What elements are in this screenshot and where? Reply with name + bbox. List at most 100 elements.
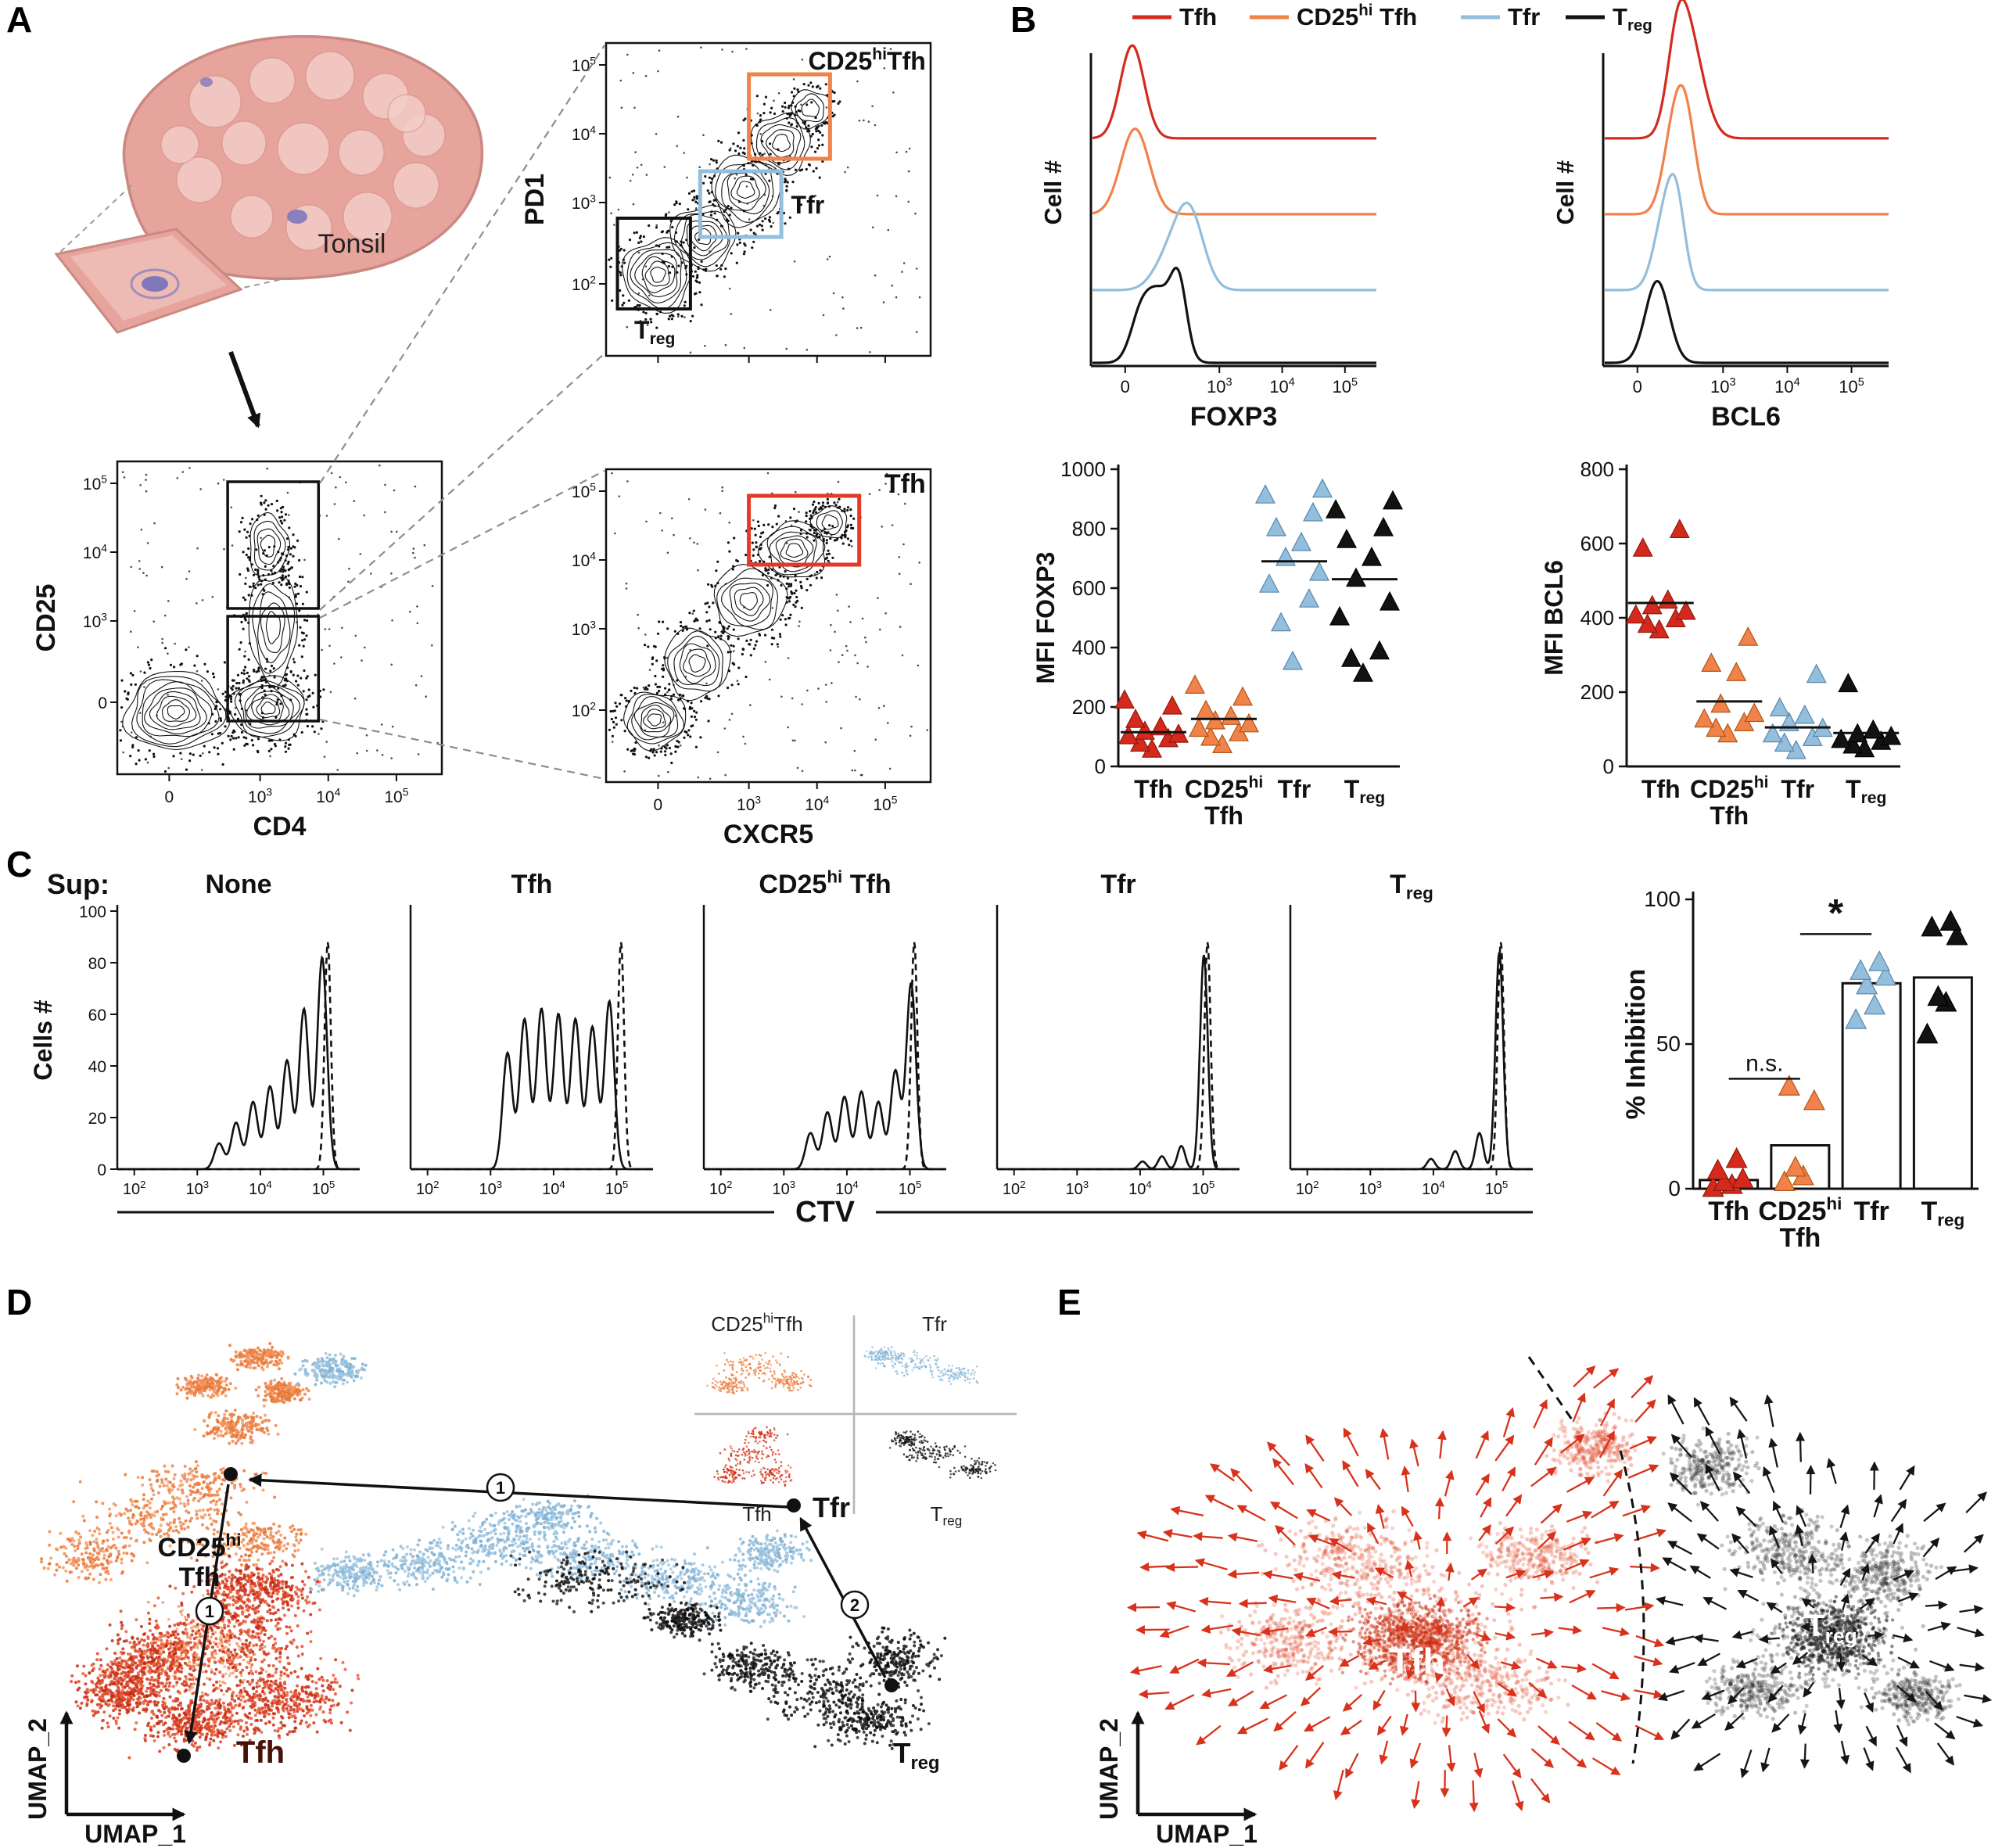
svg-text:Cell #: Cell # bbox=[1039, 160, 1067, 225]
svg-text:600: 600 bbox=[1072, 576, 1106, 600]
svg-text:102: 102 bbox=[123, 1179, 146, 1198]
svg-text:103: 103 bbox=[737, 794, 761, 814]
svg-text:FOXP3: FOXP3 bbox=[1190, 402, 1277, 432]
svg-text:CD25hi: CD25hi bbox=[1758, 1193, 1842, 1226]
svg-text:Sup:: Sup: bbox=[47, 868, 109, 900]
svg-text:102: 102 bbox=[1003, 1179, 1026, 1198]
svg-text:102: 102 bbox=[572, 700, 596, 720]
panel-c-suppression-canvas: Sup: 102 103 104 105 None 102 103 104 105 Tfh 102 10… bbox=[29, 867, 1979, 1253]
ctv-histogram-cd25hitfh: 102 103 104 105 bbox=[702, 905, 946, 1198]
svg-text:60: 60 bbox=[88, 1007, 106, 1024]
svg-text:Tfh: Tfh bbox=[1641, 775, 1681, 803]
svg-text:Tfr: Tfr bbox=[1781, 775, 1814, 803]
svg-text:104: 104 bbox=[249, 1179, 272, 1198]
svg-text:Tfh: Tfh bbox=[1179, 3, 1217, 31]
svg-text:CD25hi Tfh: CD25hi Tfh bbox=[759, 867, 891, 899]
svg-text:103: 103 bbox=[186, 1179, 210, 1198]
umap-point-clouds bbox=[40, 1342, 947, 1760]
svg-text:CD25hi: CD25hi bbox=[1690, 773, 1769, 803]
svg-text:200: 200 bbox=[1580, 680, 1614, 704]
cd4-cd25-flow-plot: 105 104 103 0 0 103 104 105 CD25 CD4 bbox=[31, 460, 443, 841]
pd1-cxcr5-flow-plot: CD25hiTfh Tfr Treg 105 104 103 102 PD1 bbox=[520, 41, 932, 363]
svg-text:105: 105 bbox=[572, 55, 596, 75]
svg-text:Cell #: Cell # bbox=[1552, 160, 1579, 225]
svg-text:Tfh: Tfh bbox=[1204, 802, 1243, 830]
svg-text:Tfh: Tfh bbox=[1134, 775, 1173, 803]
svg-text:104: 104 bbox=[1774, 376, 1800, 397]
velocity-point-clouds bbox=[1218, 1411, 1962, 1734]
svg-text:CD25hiTfh: CD25hiTfh bbox=[808, 45, 925, 75]
svg-text:0: 0 bbox=[654, 796, 663, 814]
svg-text:105: 105 bbox=[1839, 376, 1864, 397]
svg-text:103: 103 bbox=[572, 192, 596, 213]
svg-text:104: 104 bbox=[1128, 1179, 1152, 1198]
svg-text:Tfr: Tfr bbox=[791, 191, 825, 219]
svg-text:CD25: CD25 bbox=[31, 584, 61, 652]
svg-text:102: 102 bbox=[709, 1179, 733, 1198]
svg-text:104: 104 bbox=[1269, 376, 1295, 397]
svg-text:Tfr: Tfr bbox=[1278, 775, 1311, 803]
svg-text:600: 600 bbox=[1580, 532, 1614, 555]
ctv-histogram-tfr: 102 103 104 105 bbox=[996, 905, 1240, 1198]
svg-text:105: 105 bbox=[1485, 1179, 1509, 1198]
svg-text:800: 800 bbox=[1072, 517, 1106, 540]
velocity-arrows bbox=[1127, 1365, 1993, 1813]
svg-text:CD4: CD4 bbox=[253, 812, 306, 841]
svg-text:1000: 1000 bbox=[1060, 458, 1106, 481]
svg-text:Tfh: Tfh bbox=[1710, 802, 1749, 830]
svg-text:Tfr: Tfr bbox=[1100, 870, 1136, 899]
panel-d-label: D bbox=[6, 1282, 33, 1322]
svg-text:105: 105 bbox=[312, 1179, 335, 1198]
svg-text:MFI BCL6: MFI BCL6 bbox=[1540, 560, 1568, 676]
svg-text:104: 104 bbox=[805, 794, 829, 814]
svg-text:200: 200 bbox=[1072, 695, 1106, 719]
svg-text:105: 105 bbox=[384, 786, 408, 806]
svg-text:105: 105 bbox=[873, 794, 897, 814]
svg-text:40: 40 bbox=[88, 1058, 106, 1076]
svg-text:105: 105 bbox=[572, 481, 596, 501]
svg-text:PD1: PD1 bbox=[520, 174, 550, 225]
svg-text:CTV: CTV bbox=[795, 1196, 856, 1229]
svg-text:0: 0 bbox=[98, 694, 107, 712]
svg-text:104: 104 bbox=[542, 1179, 565, 1198]
svg-text:100: 100 bbox=[79, 903, 106, 921]
svg-text:Tfh: Tfh bbox=[1779, 1223, 1821, 1253]
panel-e-label: E bbox=[1057, 1282, 1082, 1322]
svg-text:105: 105 bbox=[83, 473, 107, 493]
svg-text:103: 103 bbox=[248, 786, 272, 806]
svg-text:103: 103 bbox=[479, 1179, 503, 1198]
ctv-histogram-none: 102 103 104 105 bbox=[116, 905, 360, 1198]
svg-text:800: 800 bbox=[1580, 458, 1614, 481]
svg-text:Treg: Treg bbox=[1846, 775, 1886, 807]
svg-text:102: 102 bbox=[1296, 1179, 1319, 1198]
panel-a-gating-canvas: Tonsil 105 104 103 0 0 103 104 105 CD25 CD4 CD25hiT… bbox=[31, 34, 932, 849]
svg-text:Tfr: Tfr bbox=[1508, 3, 1540, 31]
svg-text:104: 104 bbox=[572, 550, 596, 570]
svg-text:50: 50 bbox=[1656, 1032, 1681, 1056]
svg-text:Treg: Treg bbox=[1390, 870, 1433, 902]
svg-text:Tfh: Tfh bbox=[1708, 1197, 1749, 1226]
svg-text:105: 105 bbox=[605, 1179, 629, 1198]
svg-text:103: 103 bbox=[773, 1179, 796, 1198]
phenotype-legend: Tfh CD25hi Tfh Tfr Treg bbox=[1132, 2, 1652, 34]
svg-text:Treg: Treg bbox=[1613, 3, 1652, 34]
svg-text:80: 80 bbox=[88, 955, 106, 973]
svg-text:100: 100 bbox=[1644, 887, 1681, 911]
svg-text:0: 0 bbox=[1121, 377, 1130, 397]
svg-text:Treg: Treg bbox=[634, 316, 675, 348]
svg-text:104: 104 bbox=[835, 1179, 859, 1198]
svg-text:Treg: Treg bbox=[1344, 775, 1385, 807]
svg-text:Tfr: Tfr bbox=[1853, 1197, 1889, 1226]
svg-text:104: 104 bbox=[1422, 1179, 1445, 1198]
svg-text:CD25hi Tfh: CD25hi Tfh bbox=[1297, 2, 1417, 31]
svg-text:None: None bbox=[206, 870, 272, 899]
svg-text:% Inhibition: % Inhibition bbox=[1621, 969, 1651, 1120]
svg-text:n.s.: n.s. bbox=[1745, 1050, 1783, 1076]
